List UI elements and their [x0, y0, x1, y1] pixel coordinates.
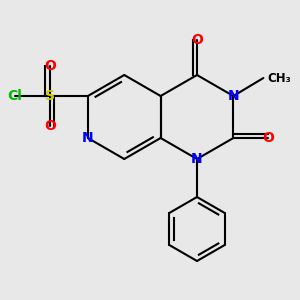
Text: O: O — [191, 33, 203, 47]
Text: Cl: Cl — [8, 89, 22, 103]
Text: O: O — [44, 59, 56, 73]
Text: N: N — [82, 131, 94, 145]
Text: N: N — [228, 89, 239, 103]
Text: CH₃: CH₃ — [267, 71, 291, 85]
Text: O: O — [44, 119, 56, 133]
Text: O: O — [262, 131, 274, 145]
Text: N: N — [191, 152, 203, 166]
Text: S: S — [45, 89, 55, 103]
